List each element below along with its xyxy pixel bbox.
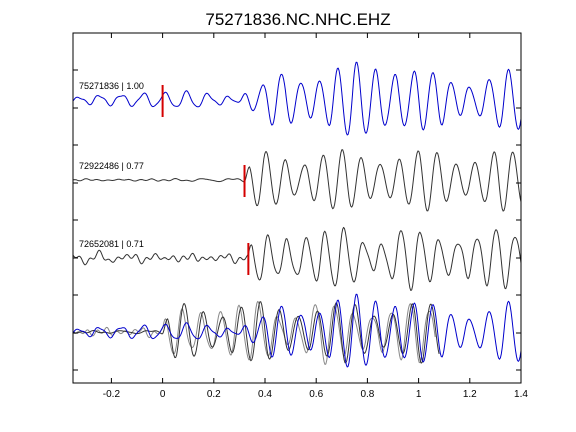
x-tick-label: 1.2: [463, 389, 477, 400]
x-tick-label: 1.4: [514, 389, 528, 400]
x-tick-label: 0: [160, 389, 166, 400]
trace-labels-layer: 75271836 | 1.00 72922486 | 0.77 72652081 |…: [79, 81, 144, 249]
overlay-trace-line: [72, 300, 436, 365]
x-tick-label: 0.6: [309, 389, 323, 400]
x-tick-label: 0.4: [258, 389, 272, 400]
trace-label: 72922486 | 0.77: [79, 161, 144, 171]
trace-line: [72, 149, 522, 212]
trace-line: [72, 226, 522, 291]
traces-layer: [72, 61, 522, 368]
plot-frame: [72, 32, 522, 384]
x-tick-label: -0.2: [103, 389, 121, 400]
picks-layer: [161, 85, 250, 275]
x-tick-label: 0.2: [207, 389, 221, 400]
x-tick-label: 0.8: [360, 389, 374, 400]
x-axis: -0.2 0 0.2 0.4 0.6 0.8 1 1.2 1.4: [73, 33, 528, 400]
trace-label: 75271836 | 1.00: [79, 81, 144, 91]
overlay-trace-line: [72, 293, 522, 368]
trace-label: 72652081 | 0.71: [79, 239, 144, 249]
chart-title: 75271836.NC.NHC.EHZ: [205, 10, 390, 29]
x-tick-label: 1: [416, 389, 422, 400]
overlay-trace-line: [73, 301, 440, 364]
trace-line: [72, 61, 522, 136]
